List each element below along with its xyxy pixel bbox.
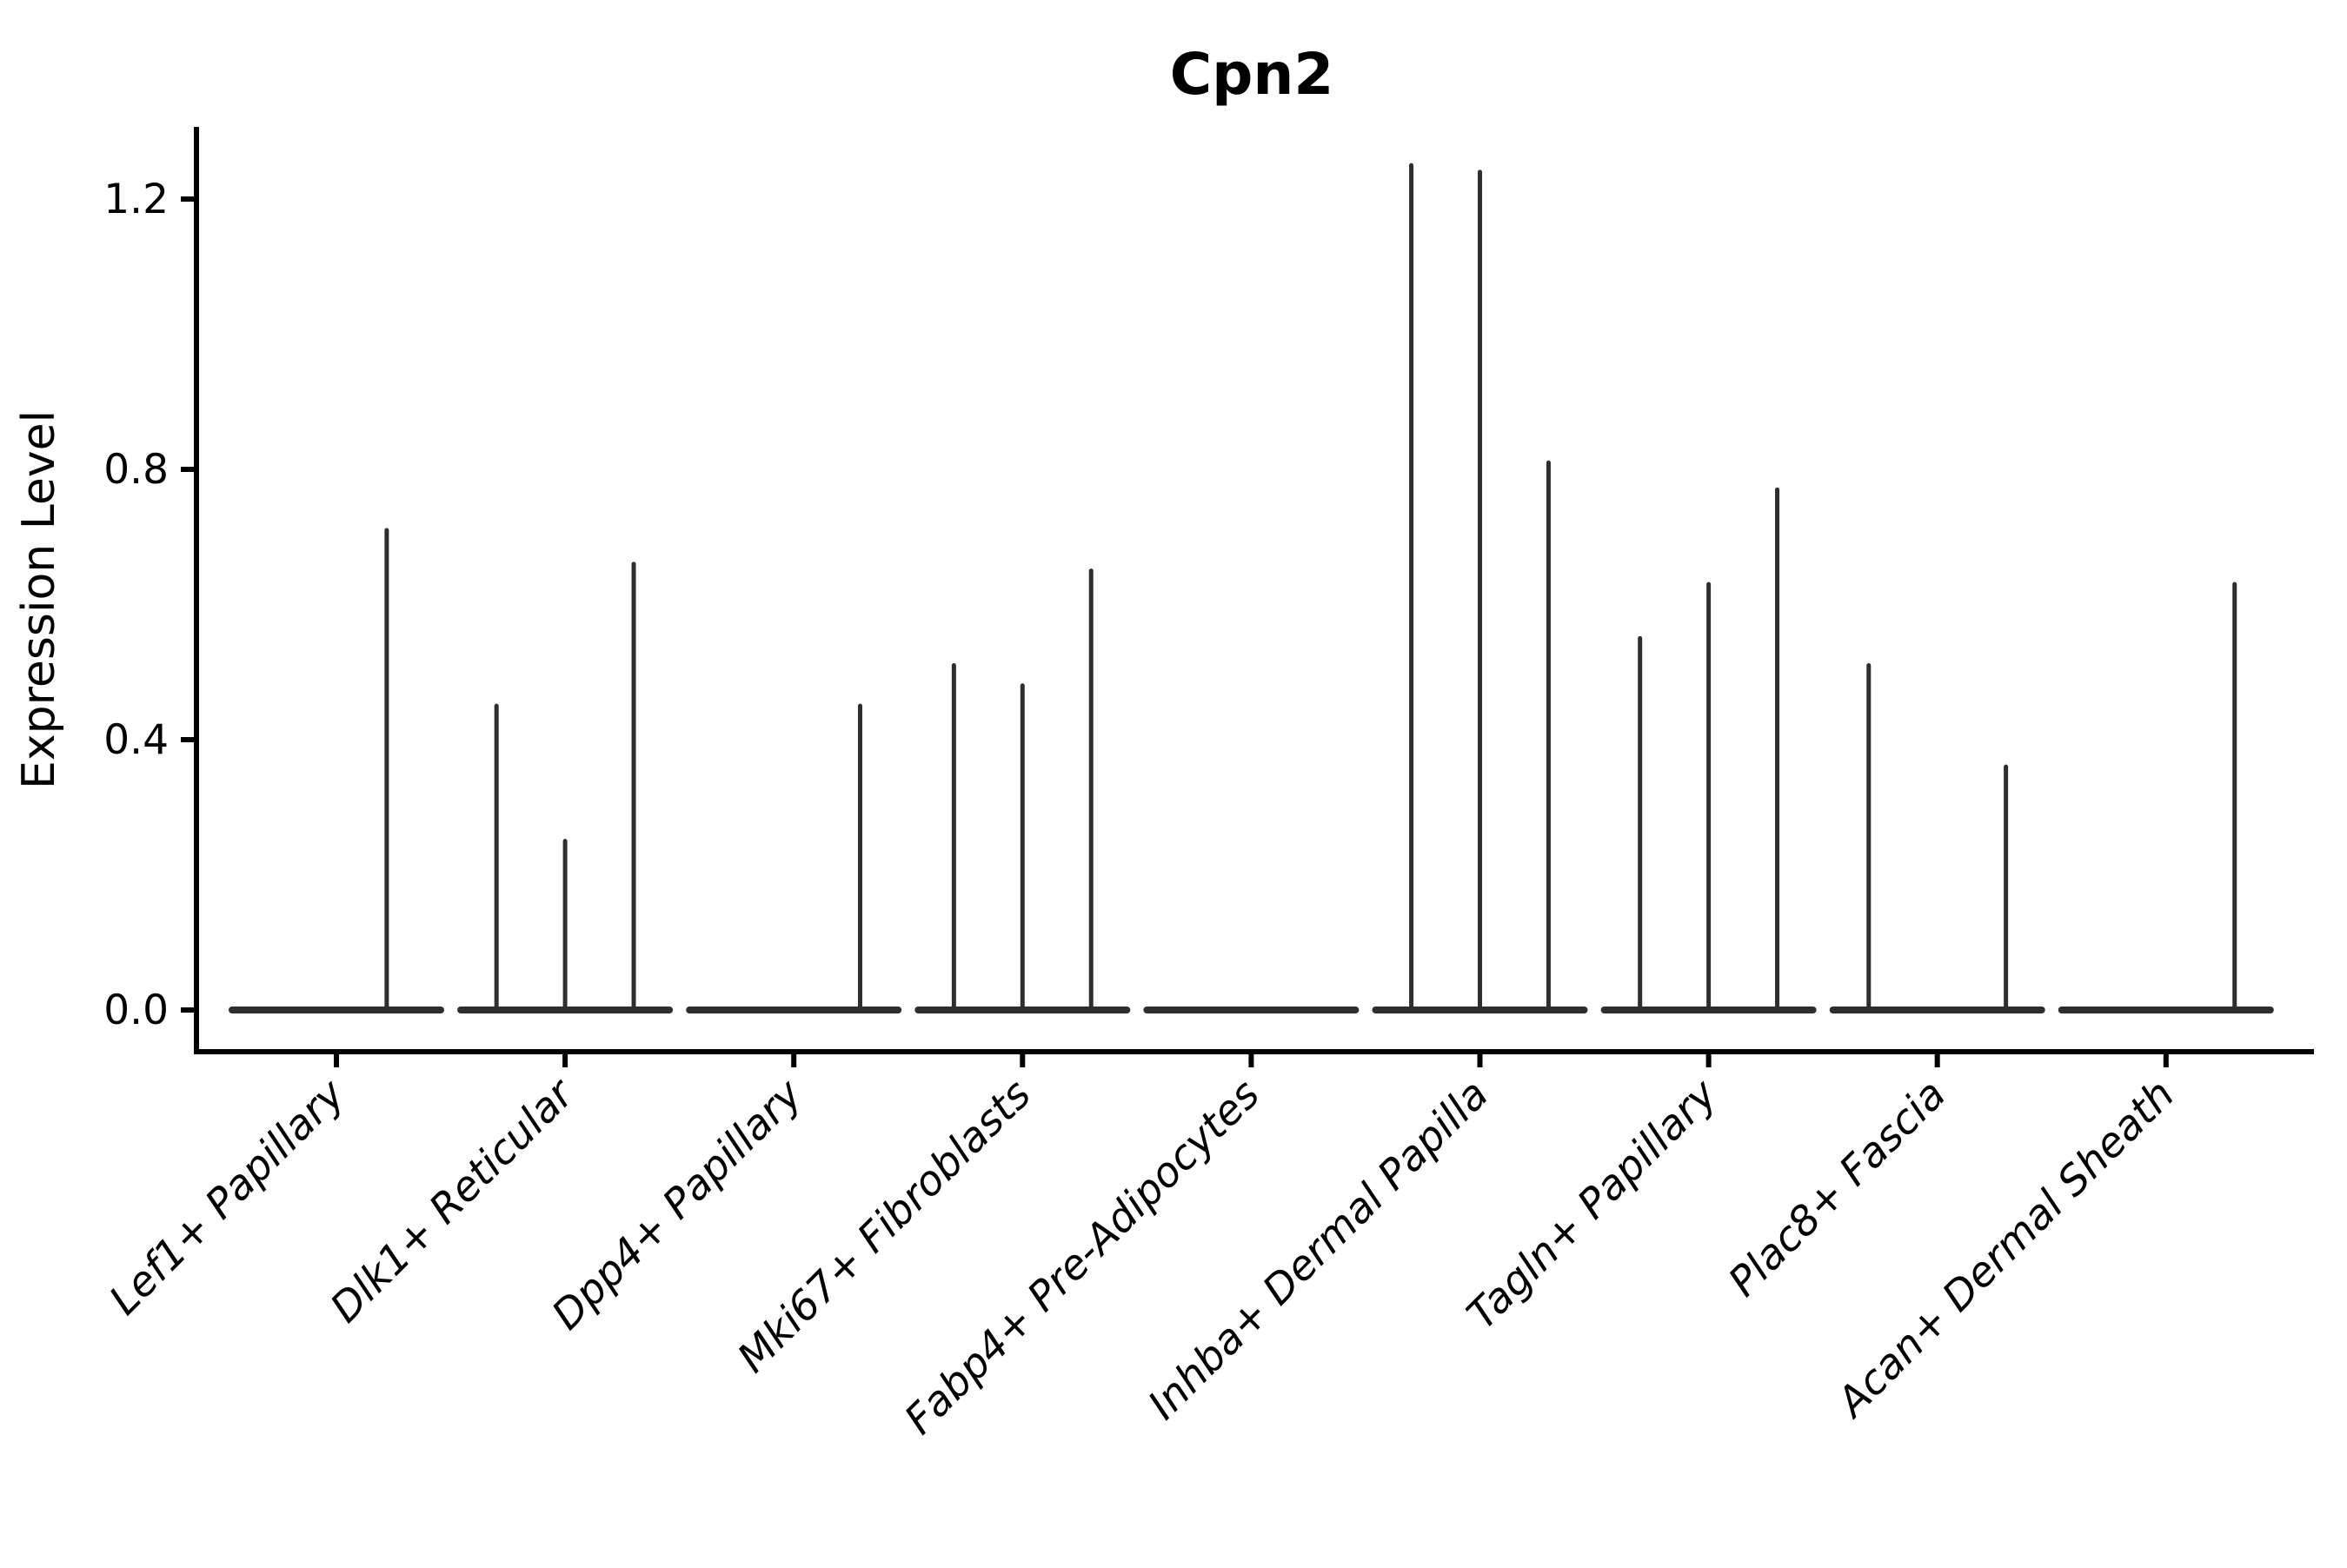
violin-4 bbox=[914, 568, 1131, 1013]
violin-8 bbox=[1829, 662, 2045, 1013]
y-tick-area: 0.0 0.4 0.8 1.2 bbox=[103, 176, 196, 1034]
violin-7 bbox=[1600, 487, 1817, 1013]
violins-layer bbox=[229, 163, 2274, 1013]
x-tick-label: Tagln+ Papillary bbox=[1458, 1070, 1727, 1339]
x-tick-label: Lef1+ Papillary bbox=[100, 1070, 355, 1325]
violin-2 bbox=[457, 561, 674, 1013]
violin-6 bbox=[1372, 163, 1588, 1013]
y-tick-label: 0.4 bbox=[103, 716, 169, 764]
violin-3 bbox=[686, 703, 902, 1013]
chart-title: Cpn2 bbox=[1170, 41, 1334, 108]
y-tick-label: 0.0 bbox=[103, 987, 169, 1034]
violin-1 bbox=[229, 528, 444, 1013]
y-tick-label: 0.8 bbox=[103, 446, 169, 494]
y-axis-label: Expression Level bbox=[13, 410, 65, 789]
x-tick-label: Dpp4+ Papillary bbox=[543, 1070, 813, 1339]
y-tick-label: 1.2 bbox=[103, 176, 169, 223]
violin-9 bbox=[2058, 581, 2274, 1013]
x-tick-label: Dlk1+ Reticular bbox=[322, 1069, 585, 1332]
x-tick-label: Plac8+ Fascia bbox=[1719, 1071, 1955, 1306]
axes bbox=[194, 127, 2314, 1054]
